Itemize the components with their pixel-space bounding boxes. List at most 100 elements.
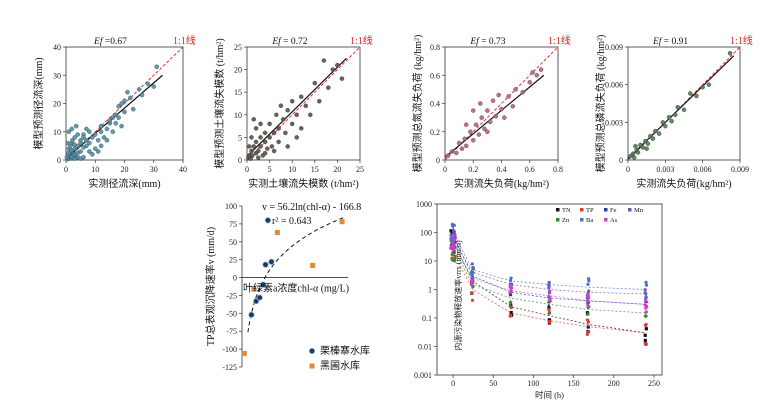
- data-point: [502, 115, 507, 120]
- data-point: [98, 123, 104, 129]
- data-point: [278, 103, 284, 109]
- data-point: [283, 130, 288, 136]
- data-point: [546, 303, 551, 308]
- data-point: [298, 126, 304, 131]
- x-tick-label: 0.003: [656, 165, 674, 174]
- data-point: [335, 62, 340, 68]
- data-point: [547, 290, 551, 294]
- data-point: [84, 137, 89, 143]
- y-axis-label: 模型预测径流深(mm): [32, 57, 45, 149]
- y-tick-label: 0: [57, 156, 61, 165]
- legend-marker: [580, 208, 584, 212]
- data-point: [450, 231, 454, 236]
- x-tick-label: 250: [648, 379, 660, 388]
- data-point: [586, 303, 590, 308]
- data-point: [271, 148, 277, 154]
- data-point: [262, 139, 268, 145]
- data-point: [445, 153, 451, 159]
- y-tick-label: -75: [226, 327, 237, 336]
- y-tick-label: -25: [226, 291, 237, 300]
- y-tick-label: 20: [234, 66, 242, 75]
- data-point: [90, 152, 95, 157]
- data-point: [470, 271, 474, 275]
- data-point: [452, 244, 456, 248]
- y-tick-label: 100: [420, 229, 432, 238]
- data-point: [69, 126, 75, 132]
- data-point: [644, 310, 648, 314]
- y-tick-label: 50: [229, 238, 237, 247]
- data-point: [681, 107, 687, 113]
- y-tick-label: 20: [53, 100, 61, 109]
- data-point: [145, 81, 151, 86]
- data-point: [98, 143, 104, 149]
- y-axis-label: TP总表观沉降速率v (mm/d): [204, 227, 217, 346]
- x-tick-label: 0: [626, 165, 630, 174]
- data-point: [470, 298, 475, 302]
- data-point: [251, 117, 257, 122]
- y-tick-label: 30: [53, 71, 61, 80]
- data-point: [69, 147, 74, 153]
- data-point: [131, 106, 136, 112]
- fit-line: [627, 55, 735, 160]
- data-point: [468, 129, 473, 134]
- x-tick-label: 40: [179, 165, 187, 174]
- legend-label: 黑圃水库: [320, 359, 360, 372]
- x-tick-label: 50: [489, 379, 497, 388]
- ef-label: Ef = 0.91: [652, 36, 688, 47]
- x-tick-label: 0.4: [497, 165, 507, 174]
- data-point: [644, 314, 649, 319]
- legend-marker: [628, 208, 632, 212]
- data-point: [274, 229, 280, 235]
- data-point: [107, 118, 113, 123]
- data-point: [643, 298, 648, 303]
- data-point: [586, 295, 591, 300]
- x-axis-label: 叶绿素a浓度chl-α (mg/L): [243, 282, 349, 295]
- data-point: [303, 103, 309, 109]
- data-point: [264, 217, 272, 224]
- data-point: [285, 144, 290, 149]
- data-point: [66, 129, 72, 134]
- data-point: [587, 289, 591, 293]
- y-tick-label: 0.001: [414, 371, 432, 380]
- data-point: [643, 342, 647, 346]
- data-point: [644, 327, 648, 331]
- data-point: [330, 67, 336, 72]
- y-tick-label: 0: [436, 156, 440, 165]
- data-point: [251, 286, 257, 292]
- legend-label: Fe: [610, 207, 617, 214]
- data-point: [268, 258, 275, 266]
- data-point: [247, 144, 252, 149]
- y-tick-label: 0.4: [430, 100, 440, 109]
- data-point: [151, 84, 156, 89]
- one-to-one-label: 1:1线: [730, 34, 753, 47]
- x-tick-label: 25: [356, 165, 364, 174]
- data-point: [262, 261, 269, 268]
- data-point: [298, 94, 304, 99]
- data-point: [508, 303, 513, 308]
- x-tick-label: 15: [311, 165, 319, 174]
- y-tick-label: -50: [226, 309, 237, 318]
- data-point: [509, 276, 513, 280]
- y-axis-label: 模型预测总氮流失负荷 (kg/hm²): [411, 35, 424, 173]
- data-point: [258, 135, 263, 140]
- data-point: [643, 338, 647, 343]
- data-point: [548, 298, 552, 302]
- fit-curve: [247, 216, 346, 333]
- data-point: [256, 155, 261, 160]
- data-point: [454, 150, 459, 156]
- trend-curve: [452, 240, 646, 334]
- data-point: [95, 137, 101, 143]
- data-point: [276, 126, 281, 131]
- data-point: [294, 135, 299, 140]
- data-point: [706, 82, 712, 87]
- legend-label: TP: [586, 207, 594, 214]
- data-point: [666, 115, 672, 120]
- ef-label: Ef =0.67: [93, 36, 127, 47]
- data-point: [635, 150, 641, 155]
- data-point: [339, 219, 345, 225]
- data-point: [449, 149, 455, 154]
- data-point: [136, 87, 142, 92]
- data-point: [586, 292, 590, 297]
- data-point: [267, 135, 272, 140]
- x-tick-label: 5: [268, 165, 272, 174]
